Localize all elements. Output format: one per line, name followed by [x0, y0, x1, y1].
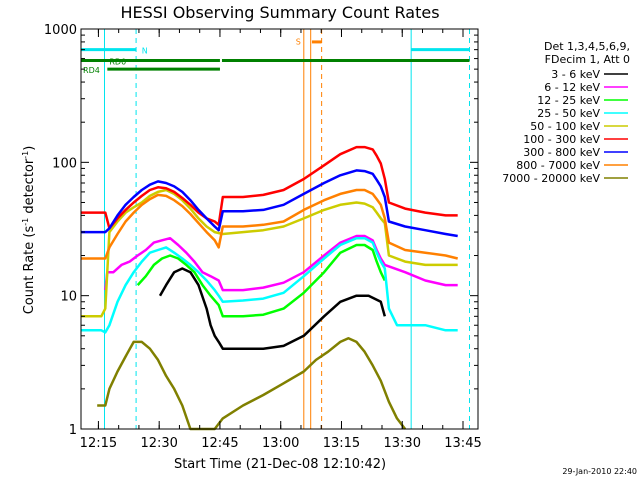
y-tick-label-3: 1000 — [44, 23, 77, 38]
y-tick-label-2: 100 — [52, 156, 77, 171]
x-tick-label-5: 13:30 — [384, 436, 421, 451]
series-line-2 — [136, 243, 386, 318]
plot-frame — [80, 28, 479, 430]
legend-label-8: 7000 - 20000 keV — [502, 172, 600, 185]
legend-label-5: 100 - 300 keV — [523, 133, 600, 146]
x-tick-label-3: 13:00 — [262, 436, 299, 451]
legend-label-2: 12 - 25 keV — [537, 94, 600, 107]
chart-title: HESSI Observing Summary Count Rates — [120, 3, 439, 22]
legend-header-2: FDecim 1, Att 0 — [545, 53, 630, 66]
state-bar-label-0: N — [142, 47, 148, 56]
series-line-6 — [81, 169, 458, 238]
y-axis: 1 10 100 1000 — [44, 23, 478, 438]
y-axis-label: Count Rate (s-1 detector-1) — [21, 146, 37, 315]
series-line-0 — [158, 267, 387, 350]
legend-label-6: 300 - 800 keV — [523, 146, 600, 159]
timestamp: 29-Jan-2010 22:40 — [562, 467, 637, 476]
state-bar-label-5: S — [296, 37, 301, 46]
legend-label-0: 3 - 6 keV — [551, 68, 600, 81]
state-bar-label-2: RD0 — [109, 58, 126, 67]
series-line-3 — [81, 236, 458, 334]
x-tick-label-1: 12:30 — [140, 436, 177, 451]
x-tick-label-2: 12:45 — [201, 436, 238, 451]
plot-area: N RD0 RD4 S — [81, 29, 470, 431]
series-line-8 — [97, 336, 407, 431]
x-axis-label: Start Time (21-Dec-08 12:10:42) — [174, 457, 386, 472]
series-line-5 — [81, 145, 458, 230]
y-tick-label-0: 1 — [69, 423, 77, 438]
legend-label-3: 25 - 50 keV — [537, 107, 600, 120]
y-tick-label-1: 10 — [60, 290, 77, 305]
legend-label-7: 800 - 7000 keV — [516, 159, 600, 172]
x-axis: 12:15 12:30 12:45 13:00 13:15 13:30 13:45 — [80, 29, 482, 451]
legend-label-1: 6 - 12 keV — [544, 81, 600, 94]
series-line-4 — [81, 188, 458, 318]
x-tick-label-6: 13:45 — [444, 436, 481, 451]
state-bar-label-3: RD4 — [83, 66, 100, 75]
legend-header-1: Det 1,3,4,5,6,9, — [544, 40, 630, 53]
legend: Det 1,3,4,5,6,9, FDecim 1, Att 0 3 - 6 k… — [502, 40, 630, 185]
x-tick-label-4: 13:15 — [323, 436, 360, 451]
legend-label-4: 50 - 100 keV — [530, 120, 600, 133]
x-tick-label-0: 12:15 — [80, 436, 117, 451]
series-line-7 — [81, 188, 459, 260]
